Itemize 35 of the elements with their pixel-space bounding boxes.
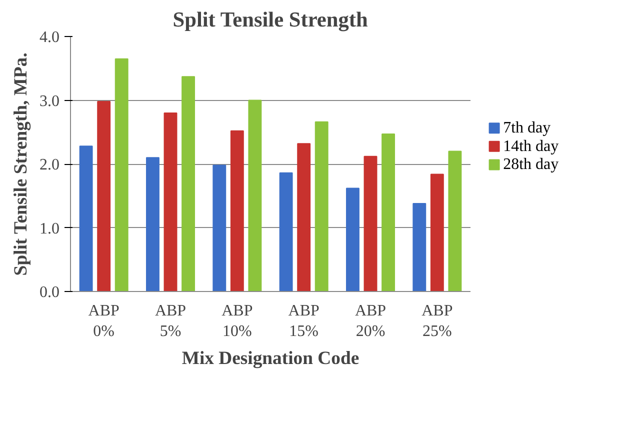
bar xyxy=(182,76,195,292)
bar xyxy=(79,146,93,292)
bar xyxy=(448,150,462,292)
bar xyxy=(279,172,293,292)
x-axis-title: Mix Designation Code xyxy=(182,348,360,369)
bar xyxy=(314,121,328,292)
y-tick-label: 1.0 xyxy=(40,220,60,238)
bar xyxy=(97,101,111,292)
bar xyxy=(346,188,360,292)
y-axis-title: Split Tensile Strength, MPa. xyxy=(10,52,32,276)
chart-title: Split Tensile Strength xyxy=(172,8,368,32)
bar xyxy=(146,157,160,292)
x-tick-label: ABP 0% xyxy=(88,302,120,340)
y-tick-label: 0.0 xyxy=(40,284,60,301)
bar xyxy=(114,58,128,292)
x-tick-label: ABP 20% xyxy=(354,302,386,340)
x-tick-label: ABP 25% xyxy=(422,302,453,340)
bar xyxy=(430,174,444,292)
bar xyxy=(230,130,244,292)
legend-label: 7th day xyxy=(503,120,551,137)
x-tick-label: ABP 15% xyxy=(288,302,320,340)
bar xyxy=(212,164,226,292)
bar xyxy=(248,100,262,292)
bar xyxy=(364,156,378,292)
y-tick-label: 3.0 xyxy=(40,92,60,110)
bar xyxy=(412,203,426,292)
x-tick-label: ABP 10% xyxy=(222,302,253,340)
y-tick-label: 2.0 xyxy=(40,156,60,174)
x-tick-label: ABP 5% xyxy=(154,302,186,340)
y-tick-label: 4.0 xyxy=(40,29,60,46)
legend-label: 14th day xyxy=(503,138,559,155)
bar xyxy=(297,143,311,292)
legend-label: 28th day xyxy=(503,156,559,174)
bar xyxy=(164,112,178,292)
bar xyxy=(382,134,395,292)
